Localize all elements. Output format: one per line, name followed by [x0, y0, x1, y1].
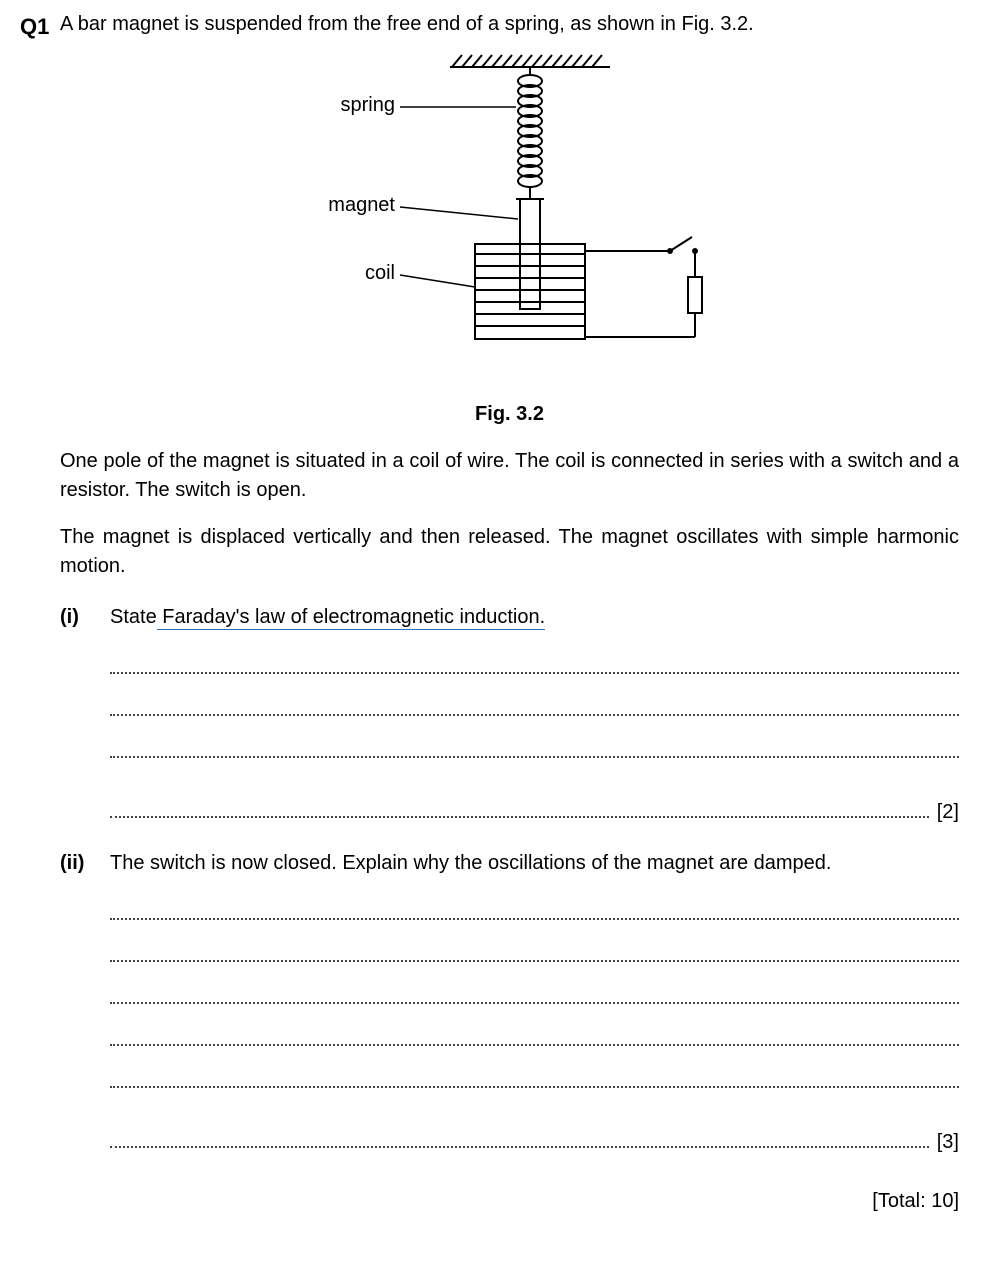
answer-line: [110, 1086, 959, 1088]
answer-line: [110, 816, 929, 818]
part-i-marks: [2]: [929, 798, 959, 827]
part-ii-prompt: The switch is now closed. Explain why th…: [110, 852, 831, 874]
label-coil: coil: [364, 262, 394, 284]
part-i-content: State Faraday's law of electromagnetic i…: [110, 603, 959, 827]
part-ii: (ii) The switch is now closed. Explain w…: [60, 849, 959, 1157]
answer-line: [110, 1044, 959, 1046]
part-i-prefix: State: [110, 606, 157, 628]
answer-line: [110, 960, 959, 962]
answer-line: [110, 756, 959, 758]
part-ii-content: The switch is now closed. Explain why th…: [110, 849, 959, 1157]
part-i-answer-lines: [2]: [110, 672, 959, 827]
answer-line: [110, 1146, 929, 1148]
answer-line: [110, 1002, 959, 1004]
question-row: Q1 A bar magnet is suspended from the fr…: [20, 10, 959, 1216]
part-ii-answer-lines: [3]: [110, 918, 959, 1157]
answer-line: [110, 918, 959, 920]
question-body: A bar magnet is suspended from the free …: [60, 10, 959, 1216]
context-para-1: One pole of the magnet is situated in a …: [60, 447, 959, 505]
part-i-underlined: Faraday's law of electromagnetic inducti…: [157, 606, 545, 630]
answer-line: [110, 714, 959, 716]
intro-text: A bar magnet is suspended from the free …: [60, 10, 959, 39]
total-marks: [Total: 10]: [60, 1187, 959, 1216]
figure-diagram: spring magnet coil: [300, 49, 720, 379]
label-spring: spring: [340, 94, 394, 116]
part-i-label: (i): [60, 603, 110, 827]
part-ii-marks: [3]: [929, 1128, 959, 1157]
part-ii-label: (ii): [60, 849, 110, 1157]
exam-page: Q1 A bar magnet is suspended from the fr…: [0, 0, 989, 1256]
question-number: Q1: [20, 10, 60, 40]
answer-line: [110, 672, 959, 674]
label-magnet: magnet: [328, 194, 395, 216]
context-para-2: The magnet is displaced vertically and t…: [60, 523, 959, 581]
part-i: (i) State Faraday's law of electromagnet…: [60, 603, 959, 827]
figure-wrap: spring magnet coil Fig. 3.2: [60, 49, 959, 429]
figure-caption: Fig. 3.2: [60, 400, 959, 429]
